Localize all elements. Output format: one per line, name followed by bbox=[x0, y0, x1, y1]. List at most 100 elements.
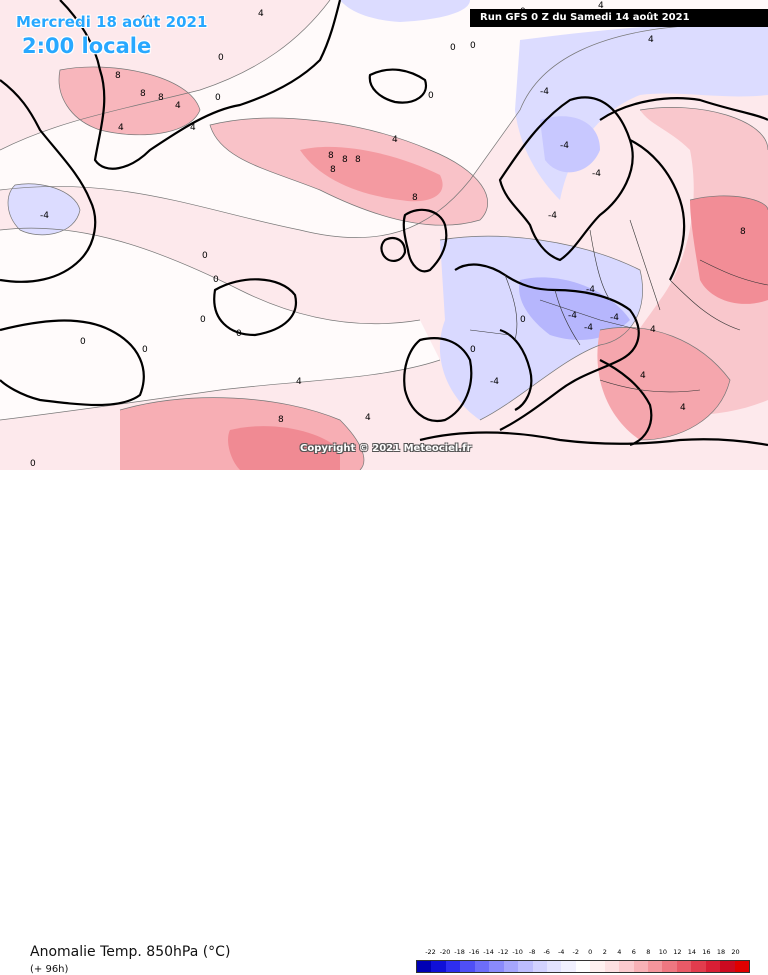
weather-map: 4408884404888848-4-400400400-4-4-4-448-4… bbox=[0, 0, 768, 471]
contour-value-label: -4 bbox=[592, 169, 601, 179]
legend-tick-label: 14 bbox=[687, 948, 697, 956]
country-borders bbox=[469, 219, 768, 393]
coast-greenland bbox=[59, 0, 342, 170]
contour-value-label: 4 bbox=[640, 371, 646, 381]
warm-anomaly-balkans bbox=[597, 327, 730, 440]
legend-color-cell bbox=[474, 961, 490, 972]
legend-tick-label: 8 bbox=[646, 948, 651, 956]
legend-color-cell bbox=[662, 961, 677, 972]
valid-date: Mercredi 18 août 2021 bbox=[16, 13, 208, 31]
legend-tick-labels: -22 -20 -18 -16 -14 -12 -10 -8 -6 -4 -2 0 2 4 6 8 10 12 14… bbox=[416, 948, 750, 957]
contour-value-label: 4 bbox=[140, 15, 146, 25]
legend-tick-label: 4 bbox=[617, 948, 622, 956]
contour-value-label: 8 bbox=[740, 227, 746, 237]
contour-value-label: -4 bbox=[40, 211, 49, 221]
contour-value-label: 8 bbox=[355, 155, 361, 165]
contour-value-label: 0 bbox=[470, 41, 476, 51]
contour-value-label: -4 bbox=[560, 141, 569, 151]
legend-tick-label: 18 bbox=[716, 948, 726, 956]
coast-balkans bbox=[599, 359, 653, 447]
contour-value-label: 4 bbox=[650, 325, 656, 335]
coast-ireland bbox=[380, 236, 407, 262]
contour-value-label: 4 bbox=[175, 101, 181, 111]
cold-anomaly-scandinavia bbox=[515, 23, 768, 200]
copyright-notice: Copyright © 2021 Meteociel.fr bbox=[300, 443, 472, 454]
contour-value-label: 0 bbox=[450, 43, 456, 53]
coast-arctic-russia bbox=[599, 97, 768, 121]
cold-anomaly-labrador bbox=[8, 183, 80, 235]
legend-tick-label: -4 bbox=[557, 948, 565, 956]
contour-value-label: -4 bbox=[586, 285, 595, 295]
contour-value-label: 4 bbox=[258, 9, 264, 19]
legend-color-cell bbox=[705, 961, 721, 972]
model-run-label: Run GFS 0 Z du Samedi 14 août 2021 bbox=[470, 9, 768, 27]
legend-color-cell bbox=[489, 961, 504, 972]
contour-value-label: 0 bbox=[200, 315, 206, 325]
cold-core-central-europe bbox=[519, 277, 630, 340]
legend-tick-label: -18 bbox=[454, 948, 465, 956]
legend-color-cell bbox=[546, 961, 562, 972]
contour-value-label: 8 bbox=[278, 415, 284, 425]
contour-value-label: -4 bbox=[568, 311, 577, 321]
contour-value-label: -4 bbox=[584, 323, 593, 333]
coast-iceland bbox=[213, 278, 298, 337]
legend-color-cell bbox=[734, 961, 750, 972]
coast-svalbard bbox=[368, 68, 428, 104]
contour-value-label: -4 bbox=[548, 211, 557, 221]
contour-value-label: 8 bbox=[158, 93, 164, 103]
legend-color-cell bbox=[561, 961, 576, 972]
contour-value-label: 8 bbox=[140, 89, 146, 99]
legend-color-bar bbox=[416, 960, 750, 973]
warm-core-east-europe bbox=[690, 195, 768, 304]
legend-color-cell bbox=[431, 961, 446, 972]
contour-value-label: 4 bbox=[296, 377, 302, 387]
contour-value-label: 4 bbox=[598, 1, 604, 11]
legend-tick-label: -8 bbox=[528, 948, 536, 956]
warm-core-north-atlantic bbox=[300, 146, 443, 202]
legend-color-cell bbox=[518, 961, 533, 972]
legend-color-cell bbox=[590, 961, 605, 972]
legend-color-cell bbox=[720, 961, 735, 972]
contour-value-label: 0 bbox=[215, 93, 221, 103]
legend-tick-label: -6 bbox=[543, 948, 550, 956]
contour-value-label: 8 bbox=[330, 165, 336, 175]
legend-color-cell bbox=[604, 961, 620, 972]
valid-time: 2:00 locale bbox=[22, 34, 152, 58]
legend-color-cell bbox=[633, 961, 648, 972]
contour-value-label: 0 bbox=[428, 91, 434, 101]
contour-value-label: 4 bbox=[648, 35, 654, 45]
legend-color-cell bbox=[532, 961, 547, 972]
coast-finland bbox=[629, 139, 686, 281]
legend-color-cell bbox=[619, 961, 634, 972]
legend-tick-label: -16 bbox=[468, 948, 480, 956]
coast-north-africa bbox=[419, 431, 768, 447]
legend-color-cell bbox=[676, 961, 692, 972]
contour-value-label: -4 bbox=[610, 313, 619, 323]
legend-tick-label: -22 bbox=[425, 948, 436, 956]
contour-value-label: 0 bbox=[142, 345, 148, 355]
contour-value-label: 4 bbox=[680, 403, 686, 413]
warm-anomaly-greenland bbox=[59, 66, 201, 135]
neutral-zone-north bbox=[0, 0, 768, 238]
legend-tick-label: 6 bbox=[631, 948, 636, 956]
coast-canada bbox=[0, 79, 97, 283]
cold-anomaly-central-europe bbox=[439, 236, 643, 420]
coast-great-britain bbox=[402, 208, 448, 273]
legend-color-cell bbox=[503, 961, 519, 972]
legend-tick-label: -10 bbox=[512, 948, 523, 956]
contour-value-label: 4 bbox=[365, 413, 371, 423]
legend-color-cell bbox=[460, 961, 475, 972]
anomaly-map-svg: 4408884404888848-4-400400400-4-4-4-448-4… bbox=[0, 0, 768, 471]
contour-value-label: 4 bbox=[190, 123, 196, 133]
legend-tick-label: -12 bbox=[497, 948, 509, 956]
forecast-lead-time: (+ 96h) bbox=[30, 964, 69, 975]
legend-color-cell bbox=[575, 961, 591, 972]
map-footer: Anomalie Temp. 850hPa (°C) (+ 96h) -22 -2… bbox=[0, 470, 768, 975]
contour-value-label: 0 bbox=[80, 337, 86, 347]
coast-iberia bbox=[403, 337, 473, 423]
contour-value-label: 0 bbox=[470, 345, 476, 355]
legend-tick-label: -20 bbox=[439, 948, 451, 956]
contour-value-label: 0 bbox=[30, 459, 36, 469]
legend-color-cell bbox=[445, 961, 461, 972]
parameter-label: Anomalie Temp. 850hPa (°C) bbox=[30, 944, 231, 960]
